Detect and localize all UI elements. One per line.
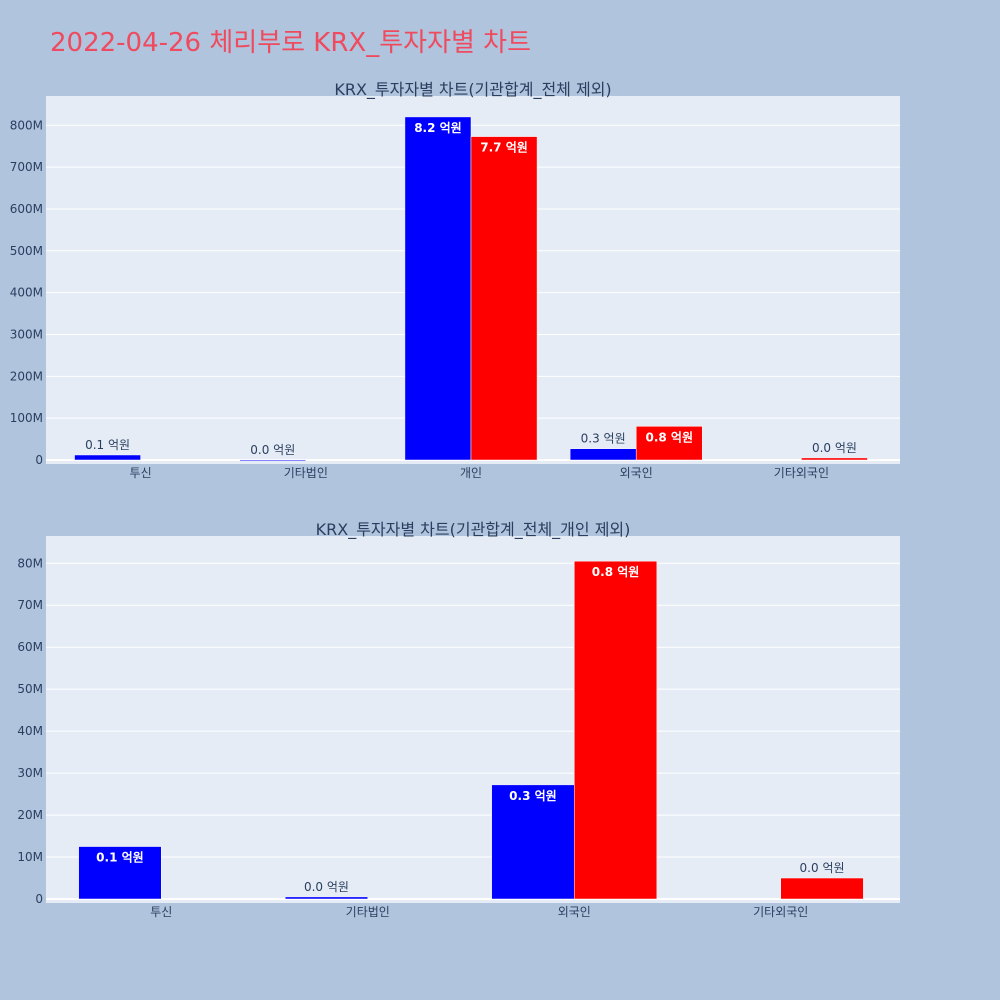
y-tick-label: 0 (35, 453, 43, 467)
y-tick-label: 40M (17, 724, 43, 738)
x-tick-label: 외국인 (620, 466, 653, 480)
data-label: 0.1 억원 (85, 438, 130, 452)
data-label: 0.0 억원 (250, 443, 295, 457)
y-tick-label: 10M (17, 850, 43, 864)
data-label: 7.7 억원 (480, 141, 528, 155)
bar (780, 877, 864, 900)
x-tick-label: 투신 (150, 905, 172, 919)
chart-1: 0 100M 200M 300M 400M 500M 600M 700M 800M KRX_투자자… (10, 80, 900, 480)
data-label: 0.8 억원 (645, 430, 693, 444)
y-tick-label: 80M (17, 556, 43, 570)
bar (574, 560, 658, 900)
y-tick-label: 600M (10, 202, 43, 216)
y-tick-label: 20M (17, 808, 43, 822)
chart-2: 0 10M 20M 30M 40M 50M 60M 70M 80M KRX_투자자별 차트(기관합… (17, 520, 900, 919)
bar (491, 784, 575, 900)
bar (78, 846, 162, 900)
y-tick-label: 700M (10, 160, 43, 174)
y-tick-label: 60M (17, 640, 43, 654)
bar (284, 896, 368, 900)
data-label: 0.1 억원 (96, 851, 144, 865)
bar (239, 459, 307, 462)
data-label: 0.0 억원 (812, 441, 857, 455)
data-label: 0.3 억원 (581, 432, 626, 446)
y-tick-label: 300M (10, 327, 43, 341)
x-tick-label: 외국인 (558, 905, 591, 919)
bar (801, 457, 868, 461)
x-tick-label: 기타외국인 (774, 466, 829, 480)
plot-area (46, 536, 900, 903)
chart-title: KRX_투자자별 차트(기관합계_전체 제외) (334, 80, 611, 100)
bar (404, 116, 472, 461)
y-tick-label: 50M (17, 682, 43, 696)
y-tick-label: 200M (10, 369, 43, 383)
y-tick-label: 800M (10, 118, 43, 132)
x-tick-label: 투신 (130, 466, 152, 480)
y-tick-label: 100M (10, 411, 43, 425)
data-label: 0.3 억원 (509, 789, 557, 803)
y-tick-label: 0 (35, 892, 43, 906)
data-label: 0.8 억원 (592, 565, 640, 579)
bar (470, 136, 538, 461)
bar (569, 448, 637, 461)
bar (635, 426, 703, 461)
data-label: 8.2 억원 (414, 121, 462, 135)
x-tick-label: 기타외국인 (753, 905, 808, 919)
data-label: 0.0 억원 (304, 880, 349, 894)
y-tick-label: 30M (17, 766, 43, 780)
x-tick-label: 기타법인 (346, 905, 390, 919)
bar (74, 454, 141, 461)
data-label: 0.0 억원 (800, 861, 845, 875)
y-tick-label: 400M (10, 286, 43, 300)
x-tick-label: 개인 (460, 466, 482, 480)
page-title: 2022-04-26 체리부로 KRX_투자자별 차트 (50, 28, 532, 58)
chart-title: KRX_투자자별 차트(기관합계_전체_개인 제외) (316, 520, 631, 540)
y-tick-label: 500M (10, 244, 43, 258)
y-tick-label: 70M (17, 598, 43, 612)
x-tick-label: 기타법인 (284, 466, 328, 480)
